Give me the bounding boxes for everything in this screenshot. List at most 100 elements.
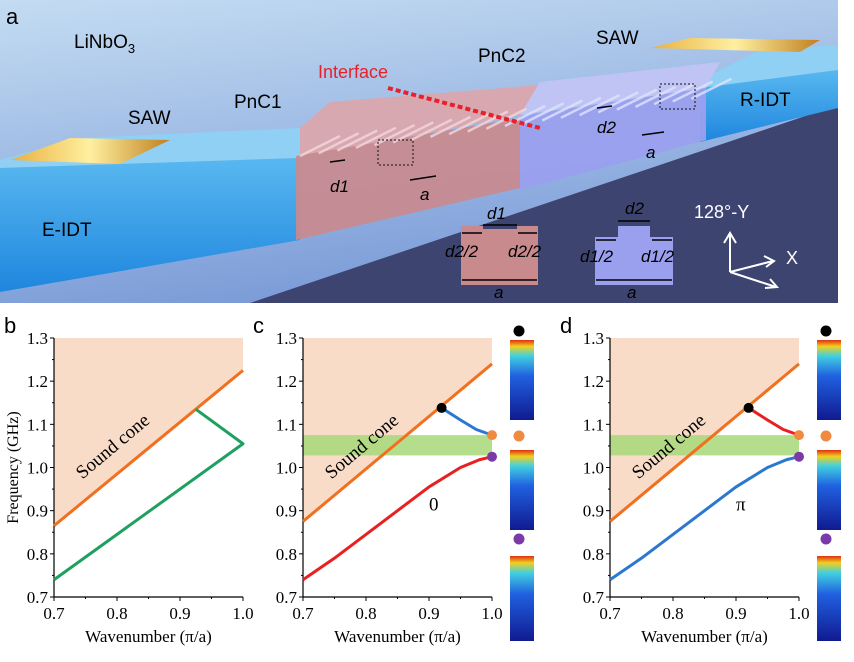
interface-label: Interface <box>318 62 388 82</box>
y-tick-label: 1.0 <box>276 459 297 478</box>
x-tick-label: 0.8 <box>355 604 376 623</box>
grating-finger <box>578 93 621 117</box>
y-tick-label: 0.7 <box>583 588 605 607</box>
bandgap-band <box>610 435 799 456</box>
panel-letter-c: c <box>253 313 264 338</box>
substrate-right <box>700 70 838 142</box>
y-tick-label: 1.1 <box>583 415 604 434</box>
grating-finger <box>672 80 714 103</box>
y-tick-label: 1.0 <box>583 459 604 478</box>
mode-marker <box>436 402 447 413</box>
cs1-a: a <box>494 283 503 302</box>
e-idt-electrode <box>10 138 170 164</box>
grating-finger <box>560 96 602 119</box>
mode-shape-image <box>817 450 841 530</box>
upper-band-line <box>747 406 800 437</box>
x-tick-label: 0.9 <box>169 604 190 623</box>
mode-legend-dot <box>820 325 832 337</box>
substrate-left <box>0 158 300 292</box>
x-tick-label: 0.7 <box>43 604 65 623</box>
panel-letter-d: d <box>560 313 572 338</box>
r-idt-label: R-IDT <box>740 90 791 111</box>
grating-finger <box>541 99 583 122</box>
sound-line-line <box>302 362 493 523</box>
y-tick-label: 1.2 <box>583 372 604 391</box>
y-tick-label: 0.8 <box>276 545 297 564</box>
panel-a-schematic: a LiNbO3 SAW PnC1 Interface PnC2 SAW R-I… <box>0 0 838 303</box>
lower-band-line <box>302 455 493 581</box>
pnc1-label: PnC1 <box>234 92 282 113</box>
axis-y-label: 128°-Y <box>694 202 749 222</box>
mode-marker <box>794 451 804 462</box>
dispersion-charts: 0.7 0.8 0.9 1.0 1.1 1.2 1.3 0.7 0.8 0.9 1.0 Wavenum… <box>4 313 841 646</box>
y-tick-label: 0.9 <box>276 502 297 521</box>
sound-cone-region <box>610 338 799 522</box>
grating-finger <box>653 83 695 106</box>
mode-marker <box>487 451 497 462</box>
cs1-d2-half-left: d2/2 <box>445 242 479 261</box>
chart-c: 0.7 0.8 0.9 1.0 1.1 1.2 1.3 0.7 0.8 0.9 1.0 Wavenum… <box>253 313 534 646</box>
grating-finger <box>523 102 565 125</box>
mode-legend-dot <box>820 533 832 545</box>
cs2-d2: d2 <box>625 199 644 218</box>
y-tick-label: 0.9 <box>583 502 604 521</box>
mode-marker <box>794 430 804 441</box>
y-tick-label: 1.3 <box>27 329 48 348</box>
sound-cone-region <box>303 338 492 522</box>
y-tick-label: 0.8 <box>27 545 48 564</box>
y-tick-label: 0.8 <box>583 545 604 564</box>
r-idt-electrode <box>650 38 820 52</box>
mode-shape-image <box>817 340 841 420</box>
pnc2-label: PnC2 <box>478 46 526 67</box>
cs2-d1-half-right: d1/2 <box>641 247 675 266</box>
bandgap-band <box>303 435 492 456</box>
mode-legend-dot <box>513 325 525 337</box>
y-axis-label: Frequency (GHz) <box>5 411 22 523</box>
e-idt-label: E-IDT <box>42 220 92 241</box>
unit-cell-box-2 <box>659 83 696 110</box>
lower-band-line <box>609 455 800 581</box>
panel-letter-a: a <box>6 4 19 29</box>
y-tick-label: 1.2 <box>27 372 48 391</box>
grating-finger <box>467 110 509 133</box>
grating-finger <box>373 123 416 147</box>
x-axis-label: Wavenumber (π/a) <box>85 627 212 646</box>
a-label-2: a <box>646 143 655 162</box>
interface-line <box>387 86 541 130</box>
mode-legend-dot <box>820 430 832 442</box>
chart-b: 0.7 0.8 0.9 1.0 1.1 1.2 1.3 0.7 0.8 0.9 1.0 Wavenum… <box>4 313 254 646</box>
y-tick-label: 1.3 <box>276 329 297 348</box>
x-tick-label: 0.9 <box>725 604 746 623</box>
pnc2-block <box>520 88 706 190</box>
cs2-a: a <box>627 283 636 302</box>
saw-left-label: SAW <box>128 108 171 129</box>
grating-finger <box>429 115 472 139</box>
cs1-d2-half-right: d2/2 <box>508 242 542 261</box>
grating-finger <box>597 91 639 114</box>
y-tick-label: 0.7 <box>276 588 298 607</box>
chart-d: 0.7 0.8 0.9 1.0 1.1 1.2 1.3 0.7 0.8 0.9 1.0 Wavenum… <box>560 313 841 646</box>
x-tick-label: 1.0 <box>481 604 502 623</box>
x-tick-label: 0.7 <box>292 604 314 623</box>
crystal-axes <box>723 231 780 289</box>
pnc1-block <box>296 118 520 240</box>
x-tick-label: 0.7 <box>599 604 621 623</box>
unit-cell-box-1 <box>377 139 414 166</box>
a-label-1: a <box>420 185 429 204</box>
pnc1-cross-section: d1 d2/2 d2/2 a <box>445 204 542 302</box>
x-tick-label: 0.9 <box>418 604 439 623</box>
grating-finger <box>355 126 397 149</box>
x-tick-label: 1.0 <box>232 604 253 623</box>
d1-label: d1 <box>330 177 349 196</box>
upper-band-line <box>440 406 493 437</box>
band-label: π <box>736 495 746 516</box>
grating-finger <box>616 88 658 111</box>
grating-finger <box>411 118 453 141</box>
folded-band-line <box>53 408 245 581</box>
y-tick-label: 0.7 <box>27 588 49 607</box>
mode-shape-image <box>510 556 534 641</box>
saw-right-label: SAW <box>596 28 639 49</box>
mode-shape-image <box>817 556 841 641</box>
mode-shape-image <box>510 340 534 420</box>
